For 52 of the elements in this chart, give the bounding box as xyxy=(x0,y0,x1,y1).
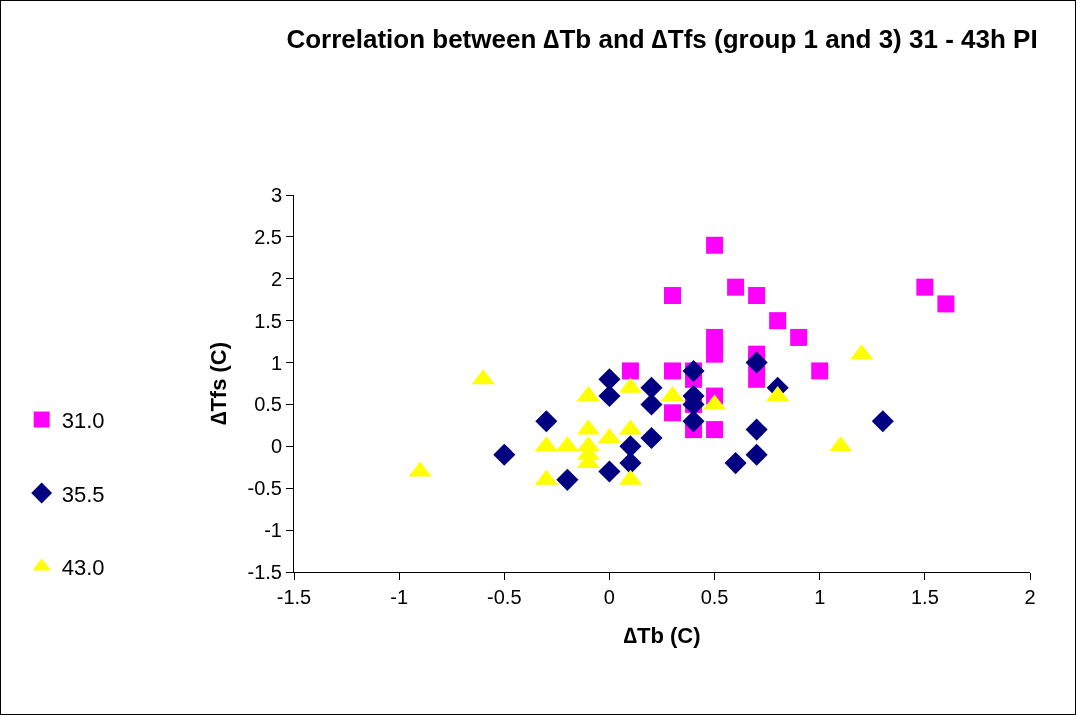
point xyxy=(664,362,682,380)
y-tick-label: 1 xyxy=(270,351,282,374)
point xyxy=(745,443,768,466)
y-tick-label: 1.5 xyxy=(254,309,282,332)
point xyxy=(916,278,934,296)
y-tick-label: 0.5 xyxy=(254,393,282,416)
point xyxy=(706,236,724,254)
point xyxy=(790,328,808,346)
x-tick-label: 2 xyxy=(1024,586,1036,608)
point xyxy=(598,385,621,408)
y-tick-label: 0 xyxy=(270,435,282,458)
point xyxy=(640,376,663,399)
point xyxy=(937,295,955,313)
y-tick-label: 3 xyxy=(270,184,282,206)
y-tick-label: -1.5 xyxy=(247,561,282,583)
point xyxy=(598,460,621,483)
x-tick-label: -1 xyxy=(390,586,409,608)
point xyxy=(621,362,639,380)
y-tick-label: -0.5 xyxy=(247,477,282,500)
legend-label: 31.0 xyxy=(61,407,105,433)
y-tick-label: -1 xyxy=(264,519,282,542)
legend-label: 43.0 xyxy=(61,555,105,581)
point xyxy=(619,452,642,475)
point xyxy=(556,468,579,491)
point xyxy=(724,452,747,475)
point xyxy=(811,362,829,380)
point xyxy=(493,443,516,466)
point xyxy=(664,404,682,422)
point xyxy=(682,410,705,433)
point xyxy=(640,393,663,416)
point xyxy=(535,410,558,433)
point xyxy=(871,410,894,433)
x-tick-label: -0.5 xyxy=(487,586,522,608)
point xyxy=(664,287,682,305)
point xyxy=(748,370,766,388)
point xyxy=(769,312,787,330)
x-axis-title: ∆Tb (C) xyxy=(623,622,701,648)
point xyxy=(640,426,663,450)
x-tick-label: 1.5 xyxy=(910,586,939,608)
point xyxy=(748,287,766,305)
point xyxy=(706,421,724,439)
point xyxy=(706,345,724,363)
x-tick-label: 1 xyxy=(814,586,826,608)
point xyxy=(727,278,745,296)
chart-title: Correlation between ∆Tb and ∆Tfs (group 1 and 3) 31 - 43h PI xyxy=(286,23,1038,54)
point xyxy=(745,418,768,441)
y-tick-label: 2.5 xyxy=(254,225,282,248)
x-tick-label: 0 xyxy=(603,586,615,608)
y-tick-label: 2 xyxy=(270,267,282,290)
y-axis-title: ∆Tfs (C) xyxy=(206,341,232,426)
legend-label: 35.5 xyxy=(61,481,105,507)
x-tick-label: 0.5 xyxy=(700,586,729,608)
